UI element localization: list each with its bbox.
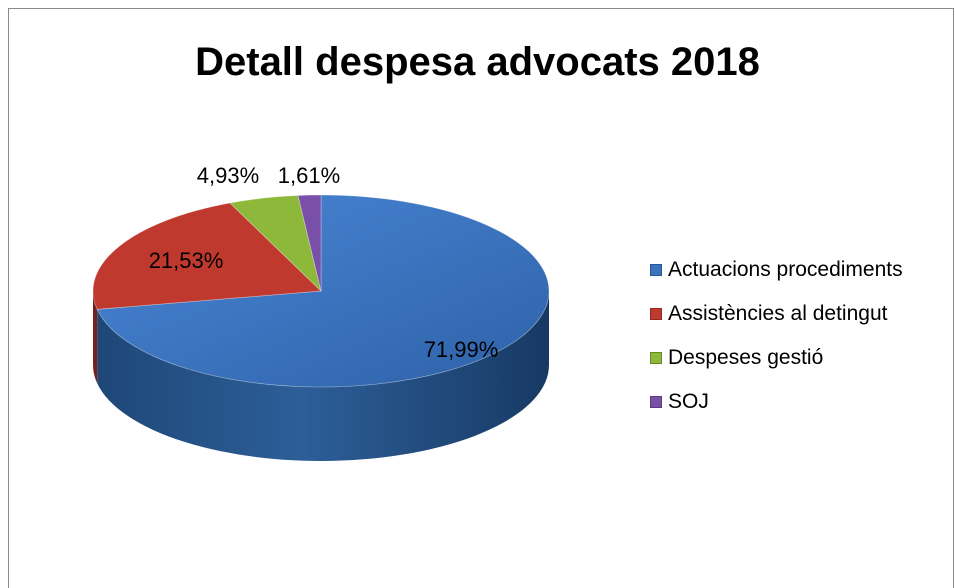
legend-item: Despeses gestió bbox=[650, 340, 903, 376]
legend-item: Assistències al detingut bbox=[650, 296, 903, 332]
legend-label: Assistències al detingut bbox=[668, 302, 888, 325]
legend-swatch bbox=[650, 352, 662, 364]
data-label: 21,53% bbox=[149, 248, 224, 273]
legend-label: SOJ bbox=[668, 390, 709, 413]
legend-item: Actuacions procediments bbox=[650, 252, 903, 288]
legend-swatch bbox=[650, 264, 662, 276]
pie-slice bbox=[96, 194, 550, 388]
pie-slice-side bbox=[93, 291, 98, 384]
pie-slice bbox=[92, 202, 322, 310]
pie-slice bbox=[229, 195, 322, 293]
legend-swatch bbox=[650, 308, 662, 320]
chart-legend: Actuacions procediments Assistències al … bbox=[650, 252, 903, 428]
chart-title: Detall despesa advocats 2018 bbox=[195, 40, 760, 84]
pie-slice-side bbox=[97, 291, 549, 461]
legend-label: Actuacions procediments bbox=[668, 258, 903, 281]
legend-item: SOJ bbox=[650, 384, 903, 420]
legend-label: Despeses gestió bbox=[668, 346, 824, 369]
data-label: 1,61% bbox=[278, 163, 340, 188]
data-label: 4,93% bbox=[197, 163, 259, 188]
chart-frame bbox=[8, 8, 954, 588]
data-label: 71,99% bbox=[424, 337, 499, 362]
pie-slice bbox=[297, 194, 322, 292]
legend-swatch bbox=[650, 396, 662, 408]
